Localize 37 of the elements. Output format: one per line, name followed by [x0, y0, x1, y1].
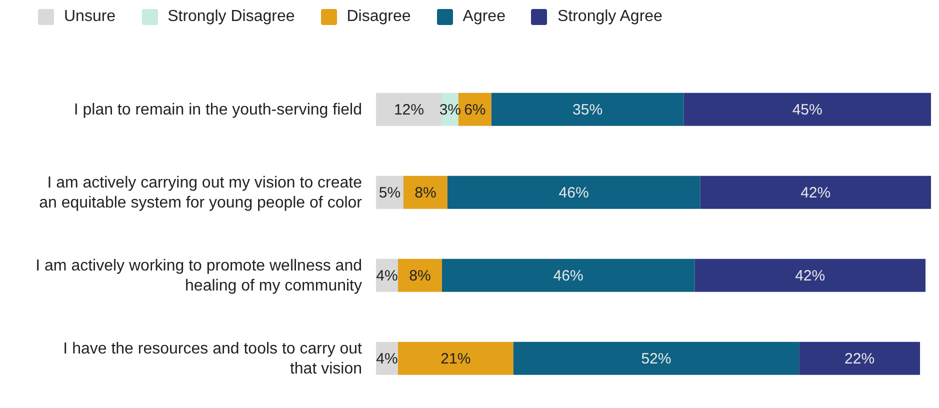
data-label: 45% — [792, 102, 822, 119]
data-label: 21% — [440, 350, 471, 368]
bar — [684, 92, 931, 126]
data-label: 5% — [378, 184, 401, 202]
data-label: 4% — [376, 268, 398, 285]
data-label: 12% — [394, 102, 424, 119]
data-label: 42% — [800, 184, 831, 202]
y-tick-label: I have the resources and tools to carry out that vision — [63, 340, 363, 377]
legend-label: Strongly Disagree — [166, 8, 295, 26]
data-label: 22% — [844, 350, 875, 368]
data-label: 42% — [795, 268, 826, 285]
bar — [491, 92, 684, 126]
legend-label: Unsure — [63, 8, 116, 26]
data-label: 6% — [464, 102, 486, 119]
data-label: 46% — [558, 184, 589, 202]
y-tick-label: I am actively carrying out my vision to create an equitable system for young people of color — [39, 174, 363, 211]
bar — [398, 258, 442, 292]
bar — [694, 258, 926, 292]
legend-label: Agree — [462, 8, 506, 26]
bar — [700, 176, 931, 209]
bar — [376, 92, 442, 126]
legend-label: Strongly Agree — [556, 8, 662, 26]
bar — [799, 342, 920, 375]
y-tick-label: I am actively working to promote wellness and healing of my community — [36, 257, 362, 294]
legend-label: Disagree — [346, 8, 411, 26]
y-tick-label: I plan to remain in the youth-serving field — [74, 101, 362, 118]
data-label: 35% — [572, 102, 603, 119]
data-label: 8% — [409, 268, 431, 285]
bar — [403, 176, 448, 209]
bar — [398, 342, 514, 375]
bar — [442, 258, 695, 292]
bar — [447, 176, 700, 209]
data-label: 4% — [376, 350, 398, 368]
bar — [513, 342, 800, 375]
data-label: 46% — [553, 268, 584, 285]
data-label: 52% — [641, 350, 672, 368]
data-label: 8% — [414, 184, 436, 202]
